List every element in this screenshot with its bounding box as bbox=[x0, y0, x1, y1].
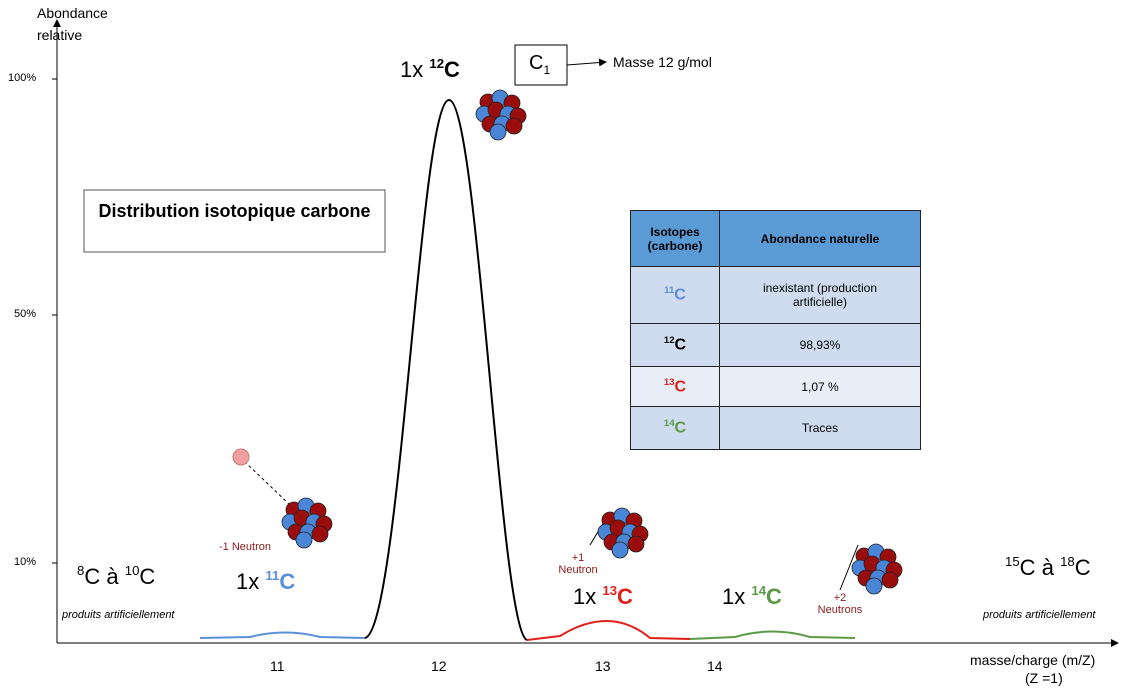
range-label: 15C à 18C bbox=[1005, 554, 1091, 581]
mass: 12 bbox=[663, 335, 675, 347]
joiner: à bbox=[1041, 555, 1054, 580]
mass: 11 bbox=[265, 568, 280, 583]
mass: 14 bbox=[663, 418, 675, 430]
peak-label: 1x 13C bbox=[573, 583, 633, 610]
mass: 13 bbox=[663, 376, 675, 388]
mass: 8 bbox=[77, 563, 85, 578]
mass: 13 bbox=[602, 583, 618, 598]
subscript: 1 bbox=[543, 63, 551, 77]
x-axis-sublabel: (Z =1) bbox=[1025, 670, 1063, 686]
isotope: 11C bbox=[630, 266, 720, 324]
y-axis-label: Abondance relative bbox=[37, 2, 108, 46]
row: 13C 1,07 % bbox=[630, 366, 921, 407]
peak-12 bbox=[364, 98, 528, 641]
symbol: C bbox=[444, 57, 460, 82]
proton bbox=[627, 535, 645, 553]
x-tick-label: 12 bbox=[431, 658, 447, 674]
peak-11 bbox=[199, 631, 366, 639]
abundance: 1,07 % bbox=[719, 366, 921, 407]
abundance: Traces bbox=[719, 406, 921, 450]
x-axis-label: masse/charge (m/Z) bbox=[970, 652, 1096, 668]
row: 14C Traces bbox=[630, 406, 921, 450]
neutron bbox=[865, 577, 883, 595]
formula: C1 bbox=[529, 52, 550, 77]
neutron-label: -1 Neutron bbox=[219, 541, 271, 553]
symbol: C bbox=[529, 52, 544, 74]
symbol: C bbox=[1074, 555, 1091, 580]
peak-14 bbox=[689, 630, 856, 640]
prefix: 1x bbox=[722, 584, 746, 609]
isotope: 12C bbox=[630, 323, 720, 367]
mass: 11 bbox=[664, 285, 675, 297]
mass-note: Masse 12 g/mol bbox=[613, 54, 712, 70]
neutron bbox=[611, 541, 629, 559]
neutron-path bbox=[244, 461, 291, 506]
symbol: C bbox=[617, 584, 633, 609]
proton bbox=[881, 571, 899, 589]
prefix: 1x bbox=[573, 584, 597, 609]
mass: 12 bbox=[429, 56, 445, 71]
row: 12C 98,93% bbox=[630, 323, 921, 367]
y-tick-label: 10% bbox=[14, 556, 37, 568]
isotope: 13C bbox=[630, 366, 720, 407]
row: 11C inexistant (production artificielle) bbox=[630, 266, 921, 324]
symbol: C bbox=[84, 564, 101, 589]
range-note: produits artificiellement bbox=[62, 609, 175, 621]
symbol: C bbox=[279, 569, 296, 594]
peak-label: 1x 14C bbox=[722, 583, 782, 610]
pointer bbox=[839, 544, 859, 591]
neutron bbox=[489, 123, 507, 141]
range-label: 8C à 10C bbox=[77, 563, 155, 590]
line: Abondance bbox=[37, 5, 108, 21]
connector bbox=[566, 58, 607, 67]
header: Isotopes (carbone) bbox=[630, 210, 720, 267]
peak-label: 1x 11C bbox=[236, 568, 295, 595]
x-tick-label: 14 bbox=[707, 658, 723, 674]
abundance: inexistant (production artificielle) bbox=[719, 266, 921, 324]
y-tick-label: 50% bbox=[14, 308, 37, 320]
mass: 15 bbox=[1005, 554, 1020, 569]
title: Distribution isotopique carbone bbox=[98, 201, 371, 221]
proton bbox=[505, 117, 523, 135]
x-tick-label: 13 bbox=[595, 658, 611, 674]
line: relative bbox=[37, 27, 83, 43]
neutron-label: +1 Neutron bbox=[558, 552, 598, 576]
header-row: Isotopes (carbone) Abondance naturelle bbox=[630, 210, 921, 267]
mass: 18 bbox=[1060, 554, 1075, 569]
prefix: 1x bbox=[400, 57, 424, 82]
pointer bbox=[589, 519, 606, 546]
symbol: C bbox=[674, 336, 687, 354]
mass: 10 bbox=[124, 563, 140, 578]
isotope: 14C bbox=[630, 406, 720, 450]
joiner: à bbox=[106, 564, 119, 589]
prefix: 1x bbox=[236, 569, 260, 594]
symbol: C bbox=[674, 378, 687, 396]
x-tick-label: 11 bbox=[270, 658, 285, 674]
symbol: C bbox=[674, 419, 687, 437]
symbol: C bbox=[674, 286, 686, 304]
symbol: C bbox=[139, 564, 156, 589]
header: Abondance naturelle bbox=[719, 210, 921, 267]
nuclei bbox=[281, 89, 903, 595]
symbol: C bbox=[1019, 555, 1036, 580]
neutron-label: +2 Neutrons bbox=[817, 592, 863, 616]
isotope-table: Isotopes (carbone) Abondance naturelle 11… bbox=[630, 210, 921, 450]
peak-label: 1x 12C bbox=[400, 56, 460, 83]
symbol: C bbox=[766, 584, 782, 609]
range-note: produits artificiellement bbox=[983, 609, 1096, 621]
peak-13 bbox=[526, 620, 691, 641]
proton bbox=[311, 525, 329, 543]
mass: 14 bbox=[751, 583, 767, 598]
title-box bbox=[83, 189, 386, 253]
y-tick-label: 100% bbox=[8, 72, 37, 84]
abundance: 98,93% bbox=[719, 323, 921, 367]
formula-box bbox=[514, 44, 568, 86]
neutron bbox=[232, 448, 250, 466]
neutron bbox=[295, 531, 313, 549]
